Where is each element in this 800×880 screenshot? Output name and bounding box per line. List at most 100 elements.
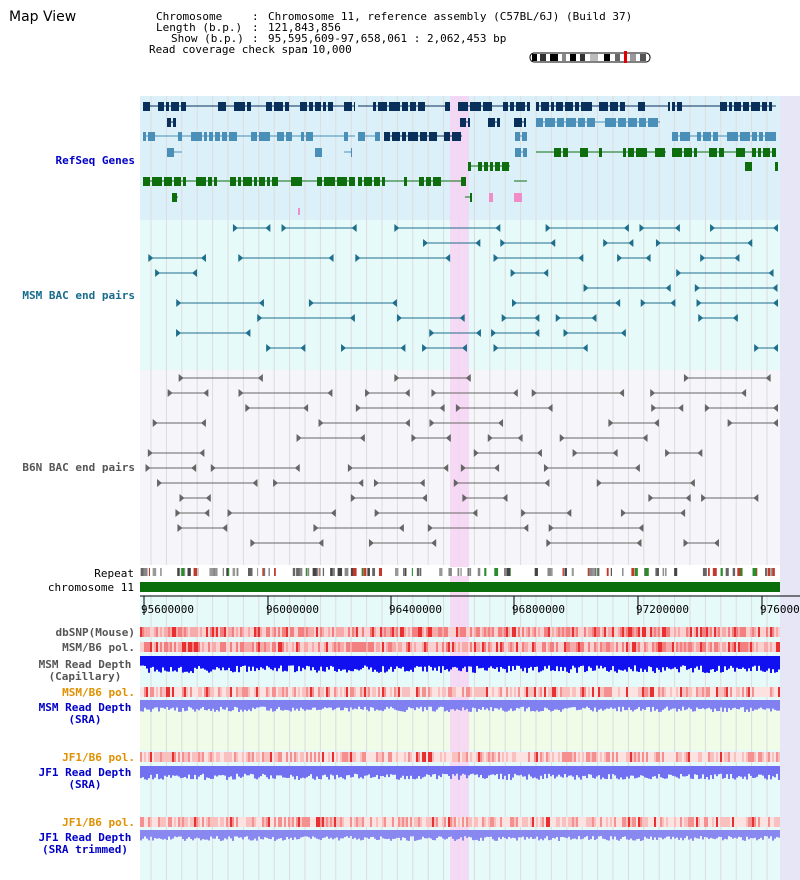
snp-density (648, 687, 650, 697)
read-depth-bar (362, 766, 364, 779)
read-depth-bar (314, 656, 316, 671)
gene-exon (587, 118, 595, 127)
snp-density (168, 687, 170, 697)
snp-density (258, 627, 260, 637)
read-depth-bar (268, 830, 270, 839)
snp-density (182, 627, 184, 637)
snp-density (570, 642, 572, 652)
msm-b6-pol-sra-label[interactable]: MSM/B6 pol. (62, 686, 135, 699)
snp-density (676, 752, 678, 762)
bac-end (281, 224, 287, 232)
read-depth-bar (226, 830, 228, 840)
read-depth-bar (548, 766, 550, 774)
snp-density (652, 752, 654, 762)
read-depth-bar (760, 656, 762, 671)
snp-density (714, 752, 716, 762)
read-depth-bar (328, 700, 330, 708)
read-depth-bar (772, 830, 774, 841)
read-depth-bar (532, 830, 534, 839)
snp-density (240, 642, 242, 652)
snp-density (468, 817, 470, 827)
snp-density (454, 627, 456, 637)
read-depth-bar (190, 656, 192, 672)
jf1-read-depth-trimmed-label[interactable]: JF1 Read Depth (38, 831, 132, 844)
snp-density (442, 687, 444, 697)
read-depth-bar (774, 700, 776, 710)
read-depth-bar (646, 700, 648, 708)
snp-density (274, 752, 276, 762)
read-depth-bar (238, 700, 240, 712)
read-depth-bar (184, 830, 186, 841)
snp-density (480, 817, 482, 827)
msm-read-depth-sra-label[interactable]: MSM Read Depth (38, 701, 132, 714)
repeat-mark (187, 568, 191, 576)
read-depth-bar (648, 830, 650, 839)
snp-density (764, 817, 766, 827)
snp-density (458, 642, 460, 652)
b6n-bac-track-label[interactable]: B6N BAC end pairs (22, 461, 135, 474)
jf1-read-depth-label[interactable]: JF1 Read Depth (38, 766, 132, 779)
read-depth-bar (546, 766, 548, 779)
read-depth-bar (756, 656, 758, 671)
snp-density (674, 627, 676, 637)
msm-b6-pol-capillary-label[interactable]: MSM/B6 pol. (62, 641, 135, 654)
snp-density (302, 642, 304, 652)
read-depth-bar (370, 830, 372, 838)
read-depth-bar (602, 766, 604, 778)
read-depth-bar (240, 766, 242, 778)
read-depth-bar (674, 766, 676, 777)
snp-density (252, 687, 254, 697)
bac-end (734, 254, 740, 262)
jf1-b6-pol-trimmed-label[interactable]: JF1/B6 pol. (62, 816, 135, 829)
read-depth-bar (734, 830, 736, 838)
read-depth-bar (770, 700, 772, 712)
msm-read-depth-capillary-label[interactable]: MSM Read Depth (38, 658, 132, 671)
gene-exon (527, 102, 530, 111)
dbsnp-track-label[interactable]: dbSNP(Mouse) (55, 626, 135, 639)
snp-density (308, 752, 310, 762)
read-depth-bar (716, 766, 718, 777)
jf1-b6-pol-label[interactable]: JF1/B6 pol. (62, 751, 135, 764)
snp-density (622, 752, 624, 762)
snp-density (308, 627, 310, 637)
snp-density (412, 817, 414, 827)
bac-end (747, 239, 753, 247)
snp-density (612, 642, 614, 652)
snp-density (636, 687, 638, 697)
bac-end (534, 314, 540, 322)
read-depth-bar (352, 700, 354, 710)
gene-exon (497, 118, 500, 127)
read-depth-bar (724, 700, 726, 708)
read-depth-bar (742, 700, 744, 708)
bac-end (665, 284, 671, 292)
read-depth-bar (612, 700, 614, 709)
read-depth-bar (420, 656, 422, 667)
snp-density (668, 627, 670, 637)
header-coverage-value: 10,000 (312, 43, 352, 56)
snp-density (652, 642, 654, 652)
snp-density (592, 642, 594, 652)
read-depth-bar (146, 656, 148, 669)
snp-density (150, 687, 152, 697)
snp-density (342, 752, 344, 762)
snp-density (162, 642, 164, 652)
snp-density (594, 687, 596, 697)
msm-bac-track-label[interactable]: MSM BAC end pairs (22, 289, 135, 302)
snp-density (670, 642, 672, 652)
snp-density (586, 687, 588, 697)
read-depth-bar (644, 830, 646, 837)
refseq-track-label[interactable]: RefSeq Genes (55, 154, 135, 167)
snp-density (406, 817, 408, 827)
snp-density (230, 687, 232, 697)
snp-density (342, 642, 344, 652)
read-depth-bar (560, 656, 562, 667)
read-depth-bar (618, 700, 620, 707)
snp-density (660, 817, 662, 827)
snp-density (174, 817, 176, 827)
gene-exon (309, 102, 313, 111)
read-depth-bar (654, 700, 656, 711)
read-depth-bar (392, 700, 394, 709)
snp-density (382, 752, 384, 762)
snp-density (210, 817, 212, 827)
